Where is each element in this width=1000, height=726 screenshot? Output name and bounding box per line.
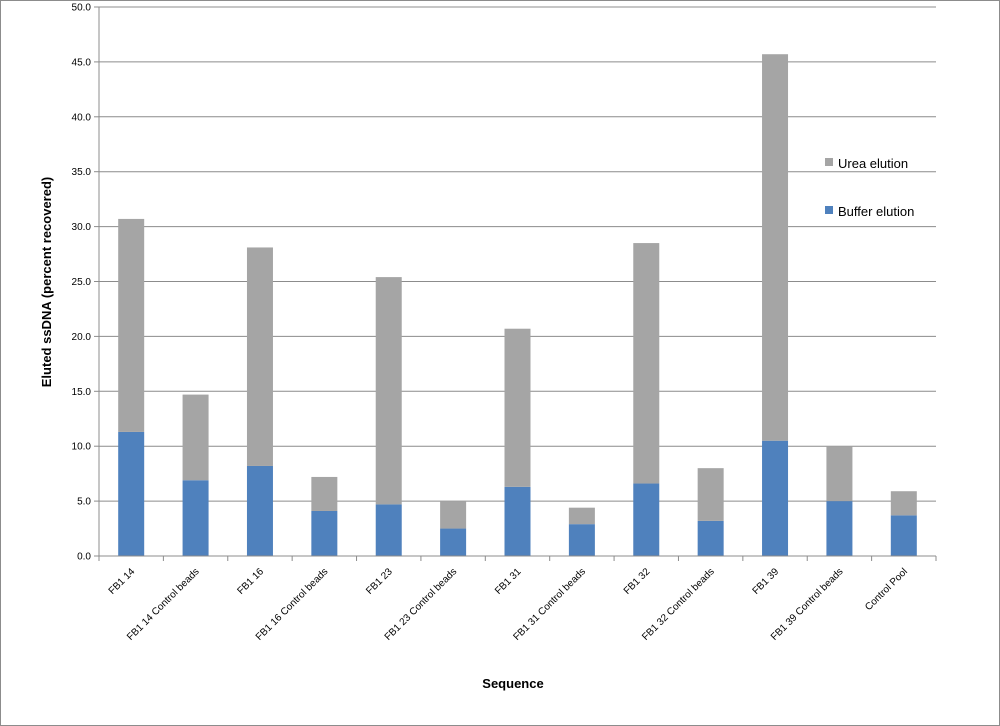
bar-urea-elution	[504, 328, 531, 487]
x-tick-label: Control Pool	[863, 566, 910, 613]
legend-label-urea: Urea elution	[838, 156, 908, 171]
x-tick-label: FB1 39 Control beads	[769, 566, 846, 643]
y-tick-label: 35.0	[72, 167, 92, 178]
bar-urea-elution	[568, 507, 595, 525]
bar-buffer-elution	[504, 486, 531, 556]
bar-urea-elution	[633, 243, 660, 484]
legend-label-buffer: Buffer elution	[838, 204, 914, 219]
x-tick-label: FB1 14 Control beads	[125, 566, 202, 643]
x-tick-label: FB1 39	[751, 566, 782, 597]
legend-swatch-buffer	[825, 206, 833, 214]
y-tick-label: 40.0	[72, 112, 92, 123]
y-tick-label: 15.0	[72, 387, 92, 398]
x-tick-label: FB1 14	[107, 566, 138, 597]
bar-buffer-elution	[762, 440, 789, 556]
y-tick-label: 5.0	[77, 497, 91, 508]
bar-urea-elution	[762, 54, 789, 441]
x-tick-label: FB1 32	[622, 566, 653, 597]
legend: Urea elution Buffer elution	[825, 156, 914, 219]
axes	[98, 7, 937, 561]
y-tick-labels: 0.0 5.0 10.0 15.0 20.0 25.0 30.0 35.0 40.0 45.0 50…	[72, 3, 92, 563]
x-axis-title: Sequence	[482, 676, 543, 691]
gridlines	[94, 6, 936, 557]
y-tick-label: 25.0	[72, 277, 92, 288]
bar-urea-elution	[697, 468, 724, 521]
y-axis-title: Eluted ssDNA (percent recovered)	[39, 177, 54, 387]
bar-urea-elution	[311, 476, 338, 511]
bar-buffer-elution	[697, 520, 724, 556]
y-tick-label: 20.0	[72, 332, 92, 343]
y-tick-label: 30.0	[72, 222, 92, 233]
bars	[118, 54, 917, 556]
x-tick-label: FB1 31	[493, 566, 524, 597]
y-tick-label: 0.0	[77, 552, 91, 563]
x-tick-label: FB1 31 Control beads	[511, 566, 588, 643]
bar-urea-elution	[826, 446, 853, 502]
x-tick-label: FB1 16 Control beads	[254, 566, 331, 643]
bar-buffer-elution	[568, 524, 595, 556]
bar-buffer-elution	[311, 510, 338, 556]
bar-buffer-elution	[375, 504, 402, 556]
x-tick-label: FB1 32 Control beads	[640, 566, 717, 643]
bar-buffer-elution	[440, 528, 467, 556]
x-tick-label: FB1 23	[364, 566, 395, 597]
bar-urea-elution	[375, 277, 402, 505]
bar-urea-elution	[440, 501, 467, 529]
x-tick-label: FB1 23 Control beads	[383, 566, 460, 643]
bar-urea-elution	[182, 394, 209, 481]
bar-buffer-elution	[118, 431, 145, 556]
y-tick-label: 10.0	[72, 442, 92, 453]
bar-buffer-elution	[246, 465, 273, 556]
bar-urea-elution	[118, 218, 145, 432]
bar-buffer-elution	[890, 515, 917, 556]
x-tick-label: FB1 16	[236, 566, 267, 597]
y-tick-label: 50.0	[72, 3, 92, 14]
bar-urea-elution	[890, 491, 917, 516]
legend-swatch-urea	[825, 158, 833, 166]
bar-buffer-elution	[182, 480, 209, 556]
bar-buffer-elution	[826, 501, 853, 556]
bar-buffer-elution	[633, 483, 660, 556]
y-tick-label: 45.0	[72, 57, 92, 68]
bar-urea-elution	[246, 247, 273, 466]
